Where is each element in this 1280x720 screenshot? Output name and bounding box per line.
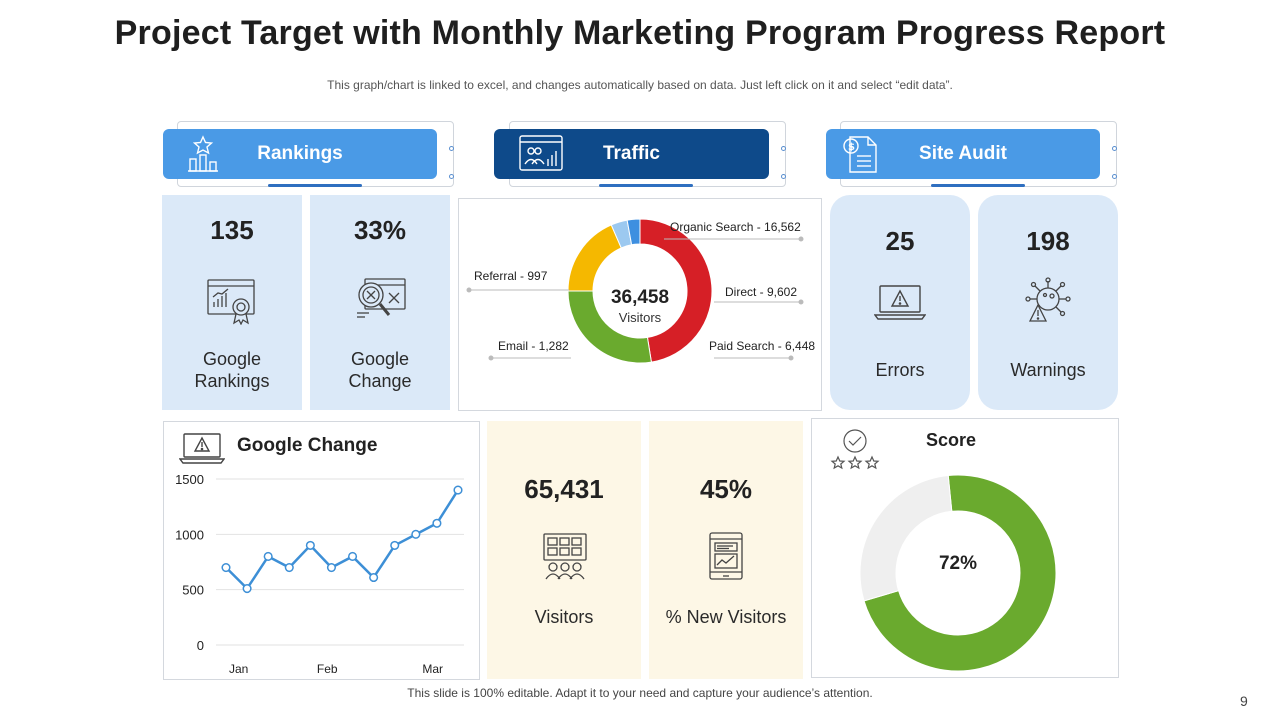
organic-search-label: Organic Search - 16,562 (670, 220, 801, 234)
score-donut-chart (859, 474, 1057, 672)
page-subtitle: This graph/chart is linked to excel, and… (327, 78, 953, 92)
virus-warning-icon (1025, 277, 1071, 322)
referral-label: Referral - 997 (474, 269, 548, 283)
data-point (369, 572, 379, 583)
y-tick-label: 0 (197, 638, 204, 653)
rating-check-icon (830, 429, 880, 470)
google-change-line-chart: 1500 1000 500 0 Jan Feb Mar (175, 472, 464, 676)
data-point (453, 485, 463, 495)
site-audit-header-label: Site Audit (919, 143, 1007, 164)
mobile-report-icon (709, 532, 743, 580)
data-point (305, 540, 315, 550)
new-visitors-value: 45% (699, 474, 753, 504)
warnings-label: Warnings (1010, 360, 1086, 380)
rankings-header-label: Rankings (257, 143, 343, 164)
ranking-certificate-icon (207, 279, 255, 325)
y-tick-label: 1000 (175, 527, 204, 542)
google-change-chart-panel: Google Change 1500 1000 500 0 Jan Feb Mar (163, 421, 480, 680)
data-point (221, 562, 231, 573)
errors-tile: 25 Errors (830, 195, 970, 410)
visitors-label: Visitors (534, 607, 594, 627)
google-change-label-line2: Change (348, 371, 412, 391)
data-point (263, 551, 273, 562)
x-tick-label: Jan (229, 662, 248, 676)
google-rankings-label-line2: Rankings (194, 371, 270, 391)
new-visitors-tile: 45% % New Visitors (649, 421, 803, 679)
google-rankings-label-line1: Google (202, 349, 262, 369)
audience-screen-icon (543, 533, 587, 580)
ranking-star-icon (188, 135, 218, 172)
data-point (390, 540, 400, 550)
x-tick-label: Mar (422, 662, 443, 676)
footer-note: This slide is 100% editable. Adapt it to… (407, 686, 873, 700)
traffic-header-underline (599, 184, 693, 187)
y-tick-label: 1500 (175, 472, 204, 487)
traffic-header-label: Traffic (602, 143, 661, 164)
data-point (347, 551, 358, 562)
data-point (284, 562, 294, 573)
score-slice-remaining (859, 474, 953, 602)
new-visitors-label: % New Visitors (665, 607, 787, 627)
traffic-slice-organic-search (639, 218, 713, 363)
laptop-warning-icon (179, 433, 225, 464)
score-slice-score (863, 474, 1057, 672)
audit-document-icon: $ (843, 136, 877, 173)
traffic-donut-chart (466, 218, 804, 364)
errors-label: Errors (875, 360, 925, 380)
page-number: 9 (1240, 693, 1248, 709)
rankings-header-underline (268, 184, 362, 187)
google-change-tile: 33% Google Change (310, 195, 450, 410)
google-rankings-tile: 135 Google Rankings (162, 195, 302, 410)
traffic-header: Traffic (494, 129, 769, 179)
google-change-value: 33% (353, 215, 407, 245)
google-rankings-value: 135 (210, 215, 254, 245)
google-change-chart-title: Google Change (237, 435, 378, 456)
traffic-slice-referral (626, 218, 641, 246)
google-change-label-line1: Google (350, 349, 410, 369)
y-tick-label: 500 (182, 583, 204, 598)
data-point (432, 518, 442, 528)
site-audit-header: $ Site Audit (826, 129, 1100, 179)
google-change-series-line (225, 489, 460, 591)
warnings-value: 198 (1026, 226, 1070, 256)
magnifier-error-icon (357, 278, 406, 318)
data-point (411, 529, 421, 539)
warnings-tile: 198 Warnings (978, 195, 1118, 410)
score-value: 72% (938, 553, 978, 574)
paid-search-label: Paid Search - 6,448 (709, 339, 816, 353)
visitors-tile: 65,431 Visitors (487, 421, 641, 679)
traffic-panel: 36,458 Visitors Organic Search - 16,562 … (458, 198, 822, 411)
score-panel: Score 72% (811, 418, 1119, 678)
visitors-value: 65,431 (524, 474, 604, 504)
laptop-warning-icon (874, 285, 926, 320)
direct-label: Direct - 9,602 (725, 285, 798, 299)
svg-text:$: $ (848, 142, 855, 153)
traffic-total-value: 36,458 (610, 287, 670, 308)
traffic-slice-paid-search (567, 224, 622, 292)
rankings-header: Rankings (163, 129, 437, 179)
data-point (326, 562, 337, 573)
score-title: Score (925, 430, 977, 450)
data-point (242, 584, 252, 594)
page-title: Project Target with Monthly Marketing Pr… (114, 14, 1166, 52)
site-audit-header-underline (931, 184, 1025, 187)
errors-value: 25 (885, 226, 915, 256)
analytics-screen-icon (519, 135, 563, 171)
email-label: Email - 1,282 (498, 339, 569, 353)
x-tick-label: Feb (317, 662, 338, 676)
traffic-total-label: Visitors (618, 310, 662, 325)
